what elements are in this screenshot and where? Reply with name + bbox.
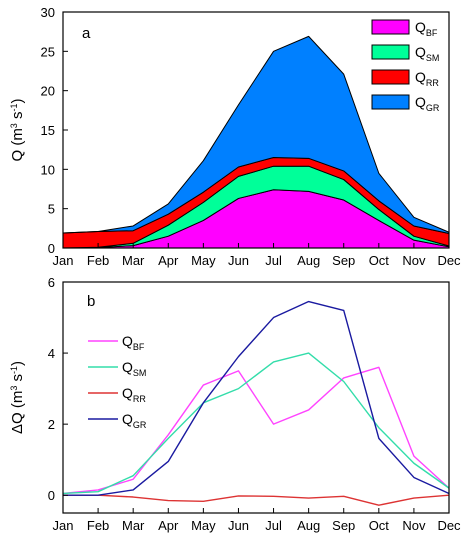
panel-b-chart: Jan Feb Mar Apr May Jun Jul Aug Sep Oct Nov Dec 0 2 4… — [9, 275, 461, 533]
panel-a-chart: Jan Feb Mar Apr May Jun Jul Aug Sep Oct Nov Dec 0 5 1… — [9, 5, 461, 268]
legend-swatch-q-sm — [371, 44, 410, 60]
panel-a-y-axis-title: Q (m3 s-1) — [9, 98, 26, 161]
panel-a-legend: QBF QSM QRR QGR — [371, 19, 440, 113]
panel-a-x-ticks: Jan Feb Mar Apr May Jun Jul Aug Sep Oct Nov Dec — [53, 243, 461, 268]
panel-b-legend: QBF QSM QRR QGR — [88, 333, 147, 430]
legend-label-q-sm: QSM — [415, 44, 439, 63]
panel-a-x-tick-label: Jun — [228, 253, 249, 268]
panel-a-areas — [62, 35, 450, 249]
panel-a-x-tick-label: Jan — [53, 253, 74, 268]
panel-a-y-tick-label: 30 — [41, 5, 55, 20]
panel-b-y-ticks: 0 2 4 6 — [48, 275, 68, 503]
legend-swatch-q-gr — [371, 94, 410, 110]
panel-a-x-tick-label: Feb — [87, 253, 109, 268]
line-q-sm — [62, 352, 450, 495]
legend-label-q-rr: QRR — [122, 385, 146, 404]
panel-b-x-tick-label: Sep — [332, 518, 355, 533]
panel-b-x-tick-label: Aug — [297, 518, 320, 533]
legend-swatch-q-bf — [371, 19, 410, 35]
legend-swatch-q-rr — [371, 69, 410, 85]
panel-b-y-tick-label: 6 — [48, 275, 55, 290]
legend-label-q-rr: QRR — [415, 69, 439, 88]
panel-a-x-tick-label: Oct — [369, 253, 390, 268]
panel-b-y-tick-label: 0 — [48, 488, 55, 503]
panel-b-x-tick-label: Jan — [53, 518, 74, 533]
panel-a-y-axis-title-main: Q (m — [9, 128, 26, 161]
panel-b-y-axis-title-sup2: -1 — [9, 366, 19, 374]
line-q-rr — [63, 494, 450, 506]
panel-b-x-tick-label: Nov — [402, 518, 426, 533]
panel-a-y-tick-label: 25 — [41, 44, 55, 59]
panel-b-y-axis-title-mid: s — [9, 374, 26, 386]
legend-label-q-gr: QGR — [122, 411, 147, 430]
panel-b-x-tick-label: Jun — [228, 518, 249, 533]
panel-b-x-tick-label: Dec — [437, 518, 461, 533]
panel-b-y-axis-title-sup1: 3 — [9, 386, 19, 391]
panel-a-y-axis-title-mid: s — [9, 112, 26, 124]
panel-a-y-tick-label: 20 — [41, 84, 55, 99]
panel-b-x-tick-label: Oct — [369, 518, 390, 533]
panel-a-x-tick-label: Sep — [332, 253, 355, 268]
panel-b-x-ticks: Jan Feb Mar Apr May Jun Jul Aug Sep Oct Nov Dec — [53, 508, 461, 533]
panel-a-x-tick-label: Apr — [158, 253, 179, 268]
panel-a-x-tick-label: Mar — [122, 253, 145, 268]
panel-a-label: a — [82, 25, 91, 42]
legend-label-q-bf: QBF — [122, 333, 145, 352]
panel-b-y-tick-label: 4 — [48, 346, 55, 361]
panel-a-x-tick-label: Aug — [297, 253, 320, 268]
line-q-bf — [62, 366, 450, 495]
legend-label-q-bf: QBF — [415, 19, 438, 38]
panel-b-y-axis-title: ΔQ (m3 s-1) — [9, 361, 26, 434]
legend-label-q-gr: QGR — [415, 94, 440, 113]
panel-b-x-tick-label: Jul — [265, 518, 282, 533]
panel-a-y-tick-label: 5 — [48, 202, 55, 217]
panel-b-y-tick-label: 2 — [48, 417, 55, 432]
panel-b-x-tick-label: Mar — [122, 518, 145, 533]
panel-a-y-tick-label: 10 — [41, 162, 55, 177]
panel-a-y-axis-title-end: ) — [9, 98, 26, 103]
panel-a-y-axis-title-sup1: 3 — [9, 123, 19, 128]
panel-b-x-tick-label: Feb — [87, 518, 109, 533]
panel-b-plot-frame — [62, 281, 450, 514]
line-q-gr — [63, 300, 450, 496]
panel-b-x-tick-label: May — [191, 518, 216, 533]
panel-a-y-tick-label: 0 — [48, 241, 55, 256]
panel-a-x-tick-label: Jul — [265, 253, 282, 268]
panel-a-y-ticks: 0 5 10 15 20 25 30 — [41, 5, 68, 256]
panel-a-y-tick-label: 15 — [41, 123, 55, 138]
panel-a-x-tick-label: May — [191, 253, 216, 268]
panel-b-lines — [62, 300, 450, 506]
legend-label-q-sm: QSM — [122, 359, 146, 378]
panel-b-label: b — [87, 293, 95, 310]
panel-a-x-tick-label: Nov — [402, 253, 426, 268]
panel-b-y-axis-title-main: ΔQ (m — [9, 391, 26, 434]
panel-a-y-axis-title-sup2: -1 — [9, 103, 19, 111]
panel-b-x-tick-label: Apr — [158, 518, 179, 533]
panel-a-x-tick-label: Dec — [437, 253, 461, 268]
panel-b-y-axis-title-end: ) — [9, 361, 26, 366]
